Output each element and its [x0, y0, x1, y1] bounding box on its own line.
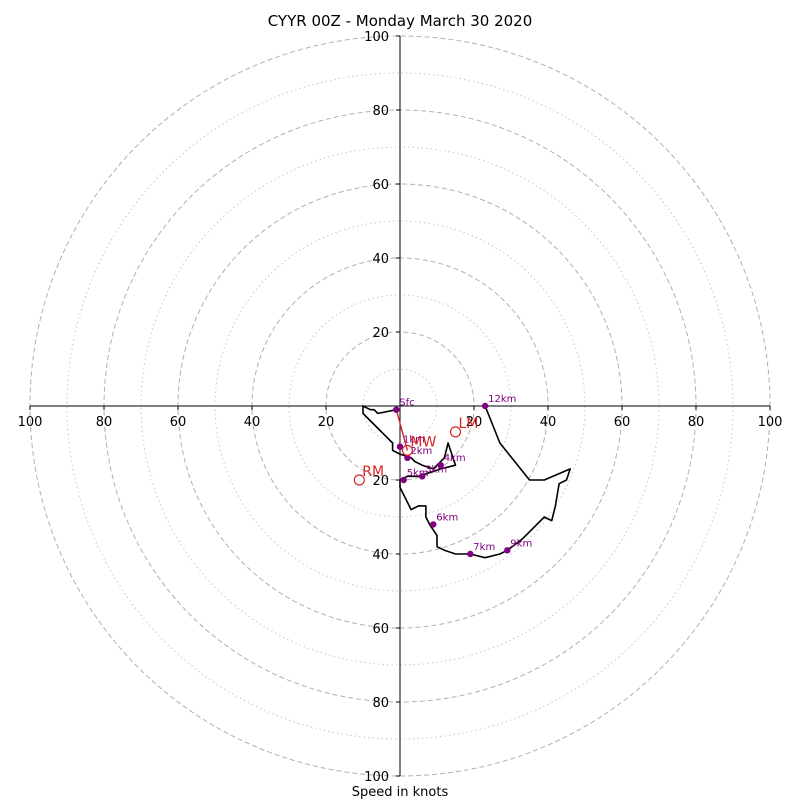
x-tick-label: 100	[18, 415, 43, 430]
height-marker	[504, 547, 511, 554]
x-tick-label: 40	[540, 415, 557, 430]
y-tick-label: 100	[364, 770, 389, 785]
height-marker	[419, 473, 426, 480]
storm-motion-rm	[353, 474, 365, 486]
height-label: Sfc	[399, 398, 414, 409]
y-tick-label: 100	[364, 30, 389, 45]
height-label: 7km	[473, 542, 495, 553]
height-marker	[404, 454, 411, 461]
height-label: 12km	[488, 394, 516, 405]
x-tick-label: 100	[758, 415, 783, 430]
height-marker	[430, 521, 437, 528]
y-tick-label: 20	[372, 326, 389, 341]
y-tick-label: 60	[372, 622, 389, 637]
storm-motion-label-rm: RM	[362, 464, 384, 480]
y-tick-label: 60	[372, 178, 389, 193]
height-label: 3km	[425, 464, 447, 475]
x-tick-label: 60	[614, 415, 631, 430]
y-tick-label: 40	[372, 252, 389, 267]
height-label: 4km	[444, 453, 466, 464]
x-tick-label: 80	[96, 415, 113, 430]
y-tick-label: 20	[372, 474, 389, 489]
shear-vector-line	[395, 409, 409, 451]
hodograph-line	[362, 405, 572, 559]
data-traces	[362, 405, 572, 559]
y-tick-label: 40	[372, 548, 389, 563]
height-marker	[467, 550, 474, 558]
x-tick-label: 20	[318, 415, 335, 430]
height-label: 1km	[403, 435, 425, 446]
height-marker	[400, 476, 407, 484]
x-tick-label: 40	[244, 415, 261, 430]
storm-motion-markers: LM MW RM	[353, 416, 479, 486]
axes	[30, 36, 770, 776]
x-tick-label: 60	[170, 415, 187, 430]
tick-labels: 100 80 60 40 20 20 40 60 80 100 100 80 60 40 20 20 40 60 8…	[18, 30, 783, 785]
height-label: 5km	[407, 468, 429, 479]
height-marker	[393, 406, 400, 413]
storm-motion-mw	[401, 444, 413, 456]
y-tick-label: 80	[372, 696, 389, 711]
height-marker	[481, 402, 489, 410]
chart-title: CYYR 00Z - Monday March 30 2020	[268, 12, 533, 30]
storm-motion-label-mw: MW	[410, 434, 436, 450]
height-marker	[437, 462, 444, 469]
storm-motion-lm	[449, 426, 462, 438]
height-label: 6km	[436, 512, 458, 523]
storm-motion-label-lm: LM	[459, 416, 479, 432]
height-label: 2km	[410, 446, 432, 457]
y-tick-label: 80	[372, 104, 389, 119]
x-tick-label: 20	[466, 415, 483, 430]
x-tick-label: 80	[688, 415, 705, 430]
height-marker	[396, 443, 404, 450]
height-label: 9km	[510, 538, 532, 549]
x-axis-label: Speed in knots	[352, 785, 449, 800]
